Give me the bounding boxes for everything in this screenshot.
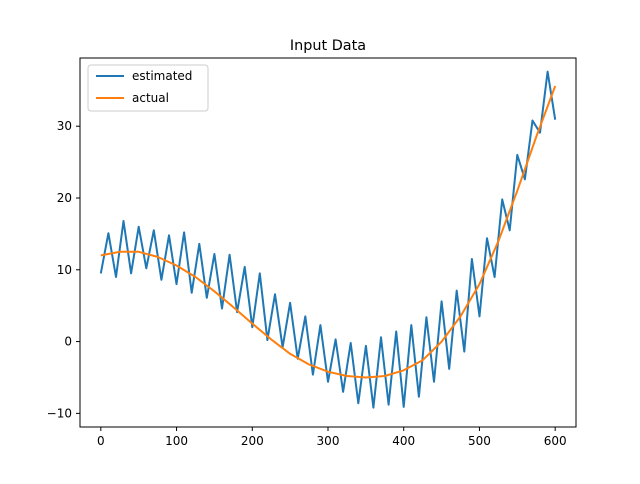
x-tick-label: 0 (97, 434, 105, 448)
y-tick-label: 0 (64, 335, 72, 349)
y-tick-label: −10 (47, 406, 72, 420)
series-line-estimated (99, 70, 557, 409)
x-tick-label: 300 (317, 434, 340, 448)
x-tick-label: 100 (165, 434, 188, 448)
chart-title: Input Data (290, 38, 366, 54)
x-tick-label: 400 (392, 434, 415, 448)
legend-label-actual: actual (132, 91, 169, 105)
legend: estimated actual (87, 64, 209, 112)
x-tick-label: 500 (468, 434, 491, 448)
x-tick-label: 200 (241, 434, 264, 448)
y-tick-label: 30 (57, 119, 72, 133)
x-tick-label: 600 (544, 434, 567, 448)
legend-label-estimated: estimated (132, 69, 192, 83)
axes-layer: 0 100 200 300 400 500 600 −10 0 10 20 30 (47, 57, 577, 448)
y-tick-label: 10 (57, 263, 72, 277)
series-line-actual (100, 85, 557, 379)
y-tick-label: 20 (57, 191, 72, 205)
plot-layer (99, 70, 557, 409)
